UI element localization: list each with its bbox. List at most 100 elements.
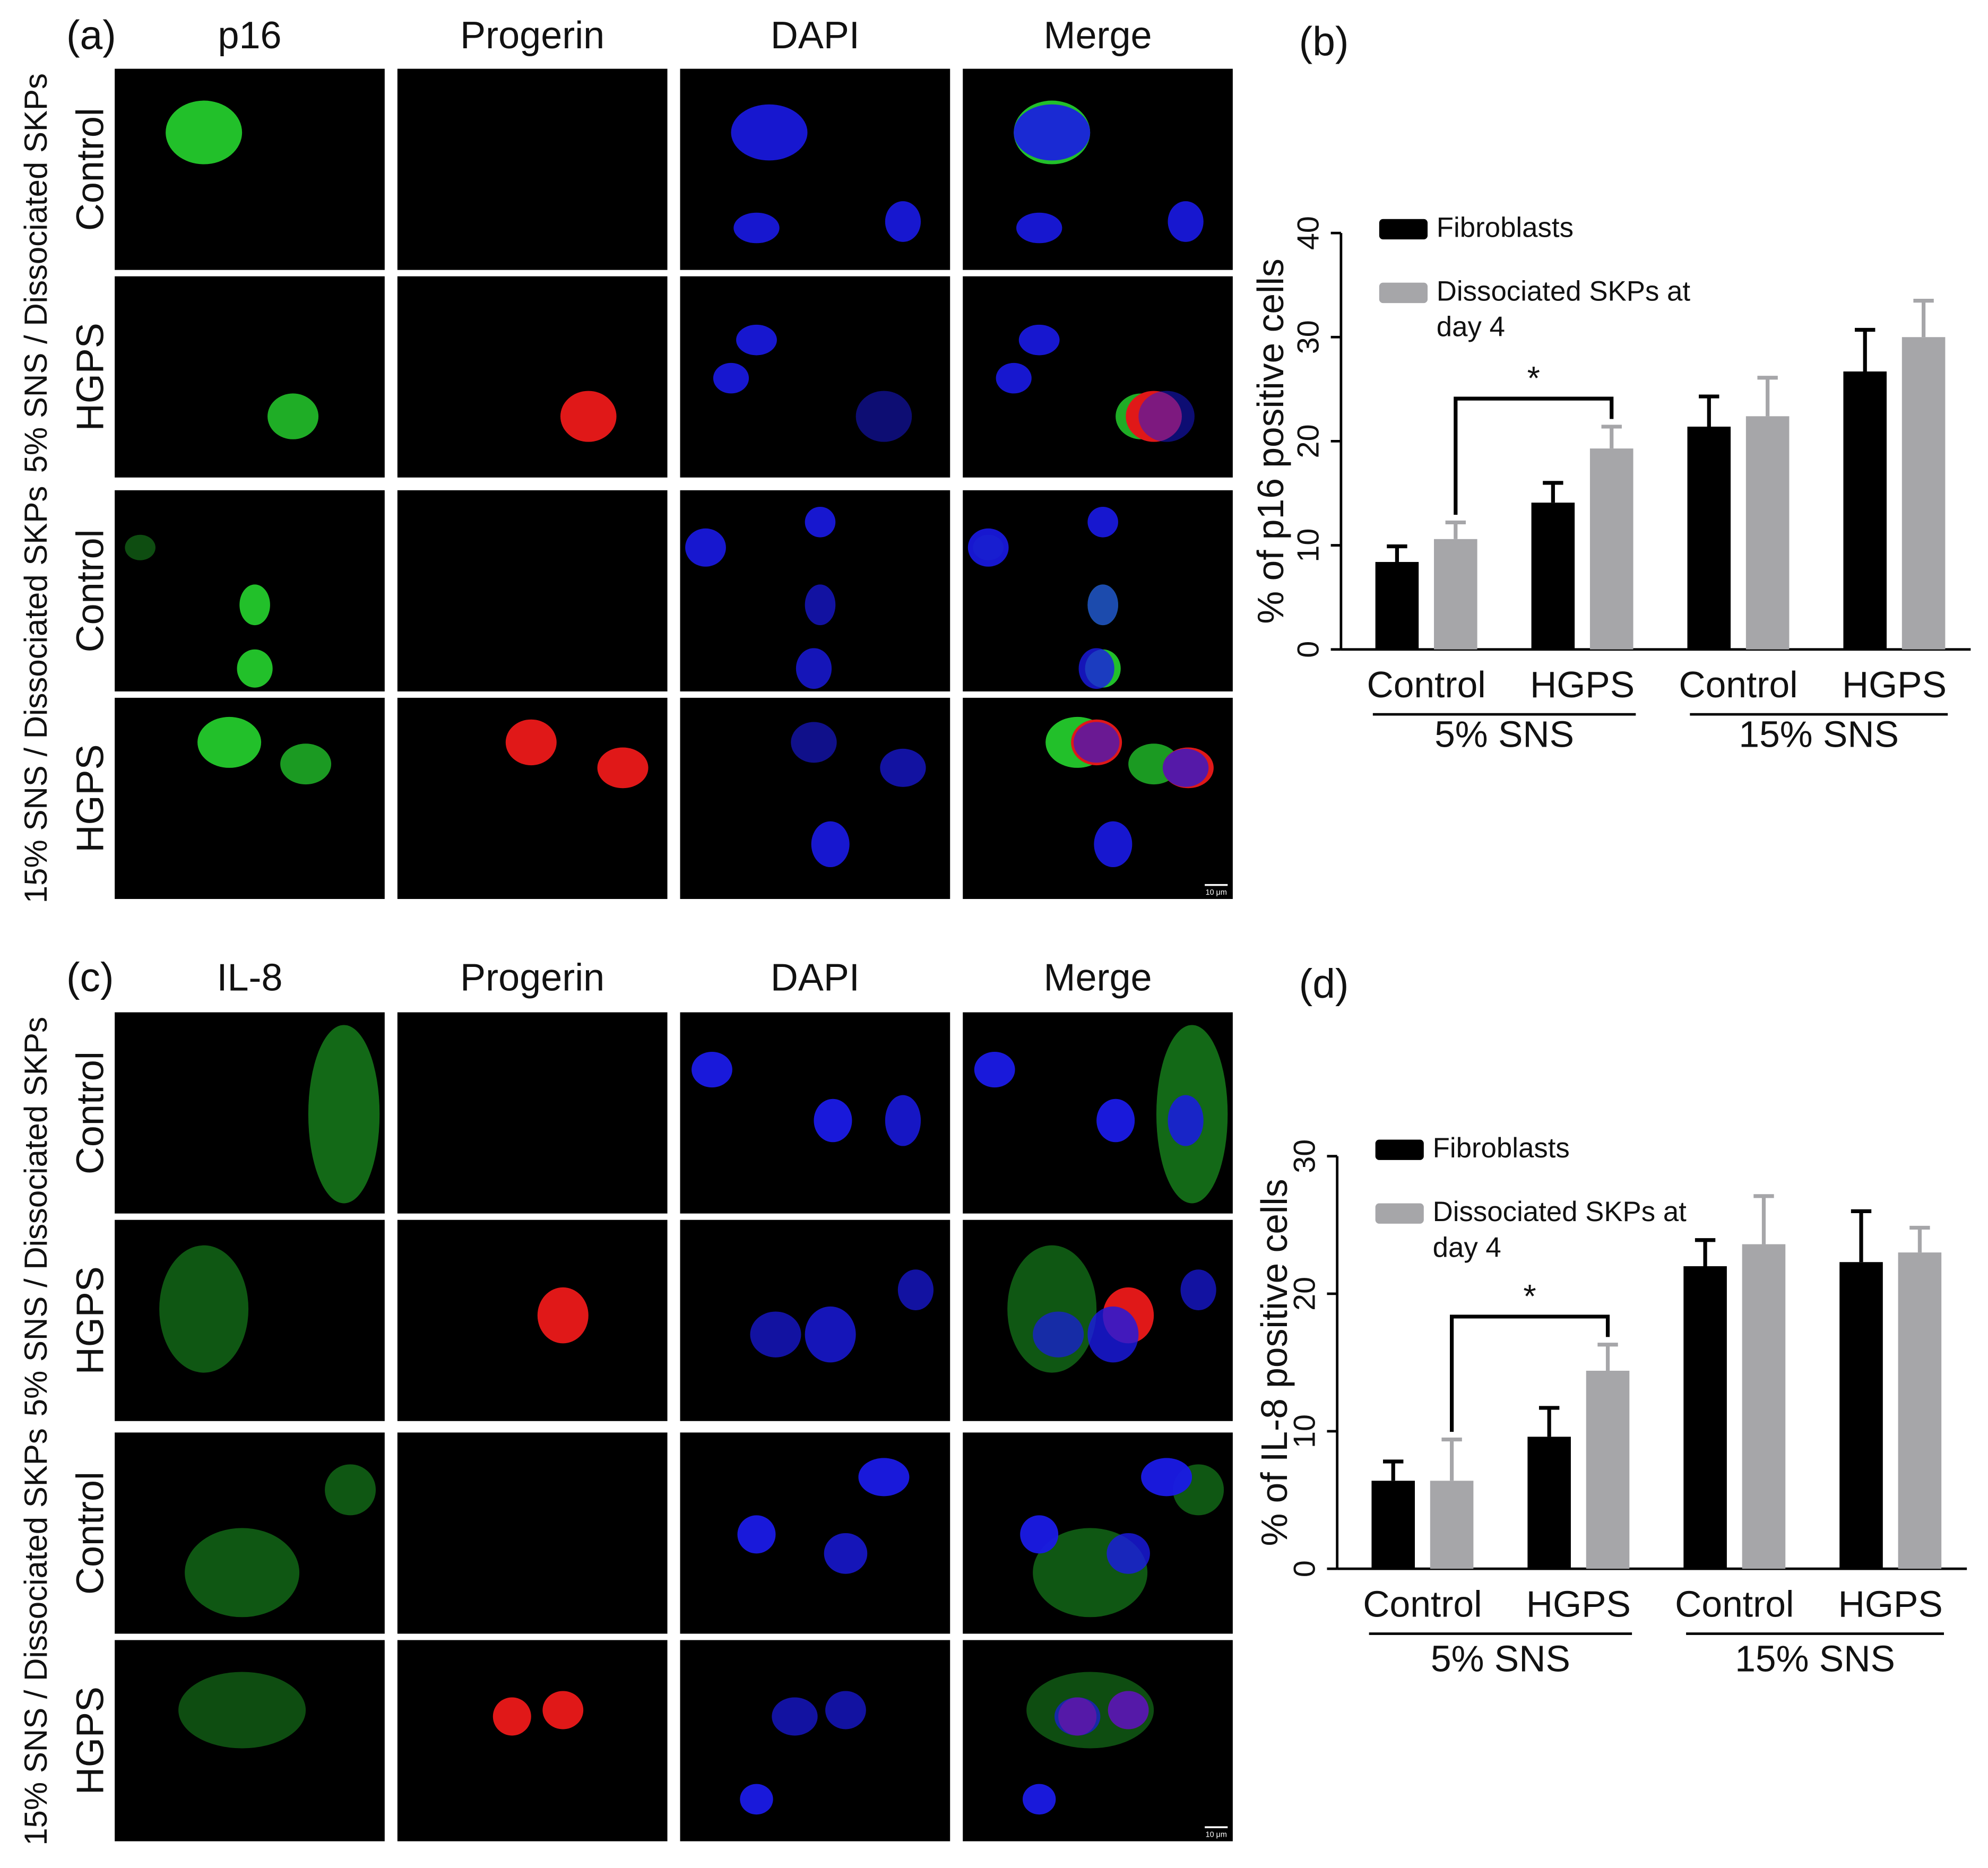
x-tick-label: HGPS <box>1526 1583 1631 1624</box>
cell-stain <box>1022 1784 1056 1815</box>
cell-stain <box>1016 212 1062 244</box>
y-tick-label: 20 <box>1291 424 1325 458</box>
row-label: Control <box>69 1472 111 1595</box>
cell-stain <box>740 1784 773 1815</box>
cell-stain <box>885 1095 921 1146</box>
condition-label: 15% SNS / Dissociated SKPs <box>18 1428 54 1846</box>
row-label: HGPS <box>69 1266 111 1374</box>
cell-stain <box>855 391 912 442</box>
panel-label: (c) <box>66 955 114 1000</box>
scale-bar-label: 10 μm <box>1206 1830 1227 1839</box>
legend-label: Fibroblasts <box>1432 1132 1570 1164</box>
cell-stain <box>685 528 726 567</box>
cell-stain <box>1087 1306 1139 1363</box>
panel-label: (a) <box>66 12 116 58</box>
y-tick-label: 20 <box>1287 1277 1321 1311</box>
x-tick-label: HGPS <box>1838 1583 1943 1624</box>
cell-stain <box>239 584 270 626</box>
legend-label: Dissociated SKPs at day 4 <box>1436 275 1691 343</box>
column-header: Progerin <box>460 957 604 999</box>
cell-stain <box>825 1691 866 1729</box>
cell-stain <box>1107 1533 1150 1574</box>
column-header: p16 <box>218 14 281 57</box>
y-axis-label: % of p16 positive cells <box>1250 258 1291 624</box>
cell-stain <box>1054 1697 1101 1736</box>
group-label: 5% SNS <box>1434 714 1574 755</box>
cell-stain <box>325 1464 376 1516</box>
cell-stain <box>811 821 850 868</box>
cell-stain <box>805 584 836 626</box>
scale-bar-label: 10 μm <box>1206 888 1227 897</box>
cell-stain <box>159 1245 249 1373</box>
micrograph <box>115 1432 385 1634</box>
micrograph <box>680 1640 950 1841</box>
micrograph <box>397 490 668 691</box>
cell-stain <box>772 1697 818 1736</box>
micrograph <box>115 1220 385 1421</box>
cell-stain <box>1073 722 1120 763</box>
cell-stain <box>1168 201 1204 242</box>
micrograph <box>115 1640 385 1841</box>
cell-stain <box>1033 1311 1084 1357</box>
cell-stain <box>737 1515 776 1554</box>
legend-swatch <box>1379 282 1428 304</box>
cell-stain <box>185 1528 300 1618</box>
row-label: HGPS <box>69 744 111 852</box>
cell-stain <box>796 648 832 689</box>
column-header: DAPI <box>771 957 860 999</box>
bar <box>1839 1262 1883 1569</box>
legend-swatch <box>1375 1203 1424 1224</box>
cell-stain <box>1162 748 1209 787</box>
legend-label: Fibroblasts <box>1436 211 1574 244</box>
group-label: 5% SNS <box>1431 1638 1570 1680</box>
cell-stain <box>733 212 780 244</box>
bar <box>1843 371 1887 650</box>
legend-entry: Dissociated SKPs at day 4 <box>1433 1196 1687 1263</box>
cell-stain <box>750 1311 801 1357</box>
x-tick-label: HGPS <box>1842 664 1947 705</box>
x-tick-label: HGPS <box>1530 664 1635 705</box>
legend-entry: Dissociated SKPs at day 4 <box>1436 275 1691 343</box>
cell-stain <box>1020 1515 1059 1554</box>
cell-stain <box>897 1269 934 1311</box>
bar <box>1745 416 1790 650</box>
cell-stain <box>280 743 332 785</box>
cell-stain <box>858 1458 910 1497</box>
cell-stain <box>1108 1691 1149 1729</box>
cell-stain <box>805 1306 856 1363</box>
significance-label: * <box>1523 1278 1536 1315</box>
micrograph <box>397 68 668 270</box>
column-header: DAPI <box>771 14 860 57</box>
y-tick-label: 0 <box>1291 641 1325 658</box>
y-tick-label: 30 <box>1291 320 1325 354</box>
column-header: Progerin <box>460 14 604 57</box>
group-label: 15% SNS <box>1735 1638 1895 1680</box>
bar <box>1371 1481 1415 1569</box>
legend-swatch <box>1375 1139 1424 1160</box>
micrograph <box>397 1640 668 1841</box>
bar <box>1430 1481 1474 1569</box>
cell-stain <box>692 1051 732 1088</box>
legend-swatch <box>1379 219 1428 240</box>
cell-stain <box>1096 1099 1135 1143</box>
column-header: Merge <box>1044 14 1152 57</box>
cell-stain <box>492 1697 531 1736</box>
panel-label: (b) <box>1299 19 1349 64</box>
y-axis-label: % of IL-8 positive cells <box>1254 1179 1295 1546</box>
row-label: HGPS <box>69 1687 111 1795</box>
cell-stain <box>178 1672 306 1749</box>
cell-stain <box>1141 1458 1192 1497</box>
micrograph <box>680 1432 950 1634</box>
cell-stain <box>736 324 777 356</box>
cell-stain <box>731 104 808 161</box>
row-label: HGPS <box>69 323 111 431</box>
cell-stain <box>1014 104 1091 161</box>
y-tick-label: 40 <box>1291 216 1325 250</box>
cell-stain <box>1018 324 1060 356</box>
micrograph <box>963 1640 1233 1841</box>
column-header: Merge <box>1044 957 1152 999</box>
significance-bracket <box>1450 1314 1610 1432</box>
legend-entry: Fibroblasts <box>1436 211 1574 244</box>
significance-label: * <box>1527 360 1540 397</box>
